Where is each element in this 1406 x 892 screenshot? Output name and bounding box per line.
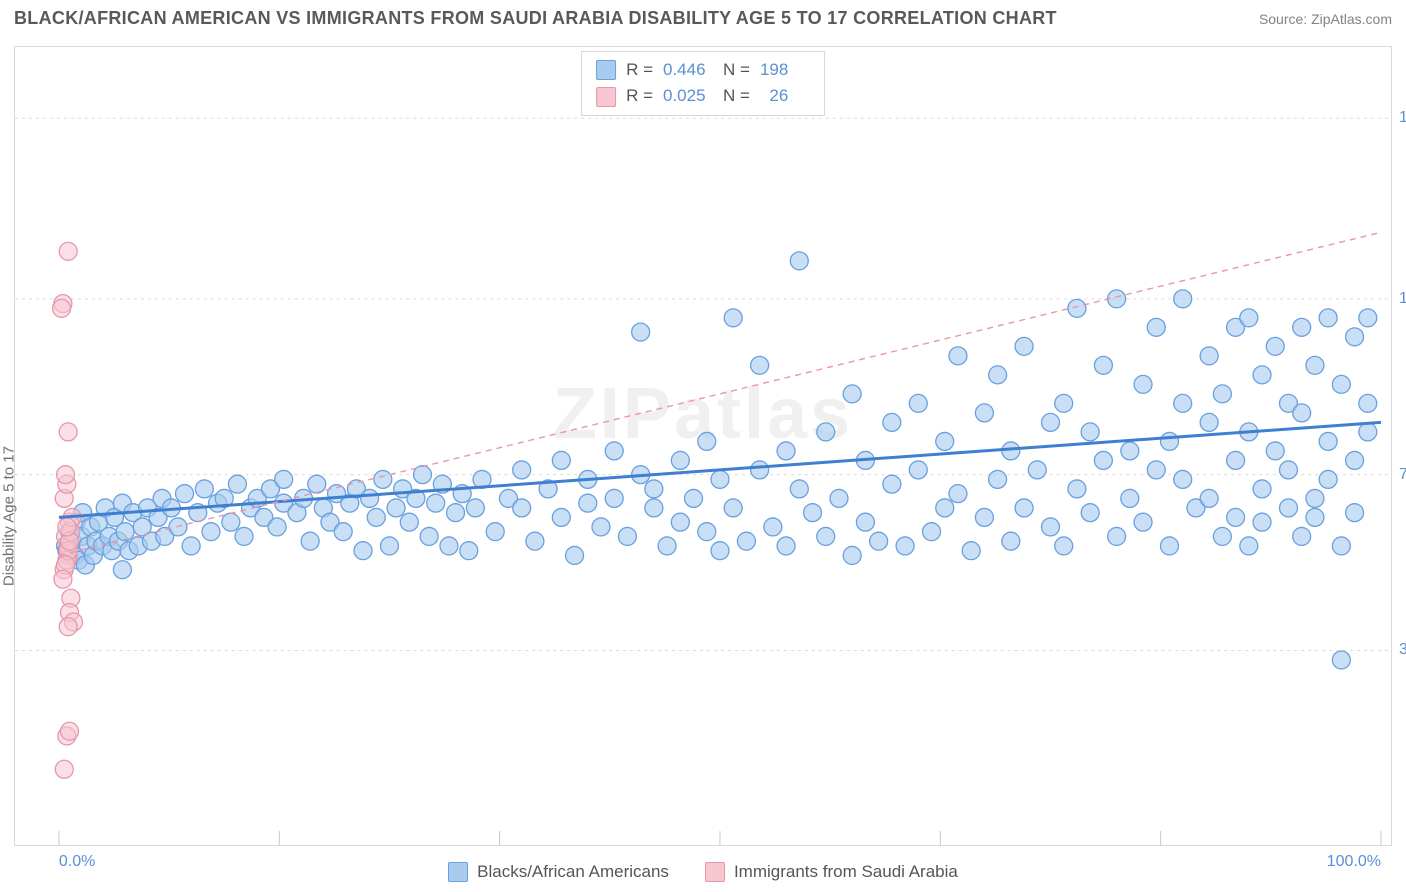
series-legend: Blacks/African Americans Immigrants from … [0, 862, 1406, 882]
chart-title: BLACK/AFRICAN AMERICAN VS IMMIGRANTS FRO… [14, 8, 1057, 29]
chart-header: BLACK/AFRICAN AMERICAN VS IMMIGRANTS FRO… [0, 0, 1406, 39]
stats-row: R = 0.025 N = 26 [596, 83, 810, 109]
legend-label: Immigrants from Saudi Arabia [734, 862, 958, 882]
y-tick-label: 11.2% [1399, 290, 1406, 308]
legend-swatch [596, 60, 616, 80]
stat-n-label: N = [723, 83, 750, 109]
legend-item: Immigrants from Saudi Arabia [705, 862, 958, 882]
legend-label: Blacks/African Americans [477, 862, 669, 882]
source-attribution: Source: ZipAtlas.com [1259, 11, 1392, 27]
scatter-plot [15, 47, 1391, 845]
stats-legend: R = 0.446 N = 198 R = 0.025 N = 26 [581, 51, 825, 116]
y-tick-label: 7.5% [1399, 466, 1406, 484]
chart-area: Disability Age 5 to 17 ZIPatlas R =0.446… [14, 46, 1392, 846]
stat-n-value: 26 [760, 83, 810, 109]
stat-n-value: 198 [760, 57, 810, 83]
y-tick-label: 15.0% [1399, 109, 1406, 127]
legend-swatch [705, 862, 725, 882]
y-tick-label: 3.8% [1399, 641, 1406, 659]
legend-item: Blacks/African Americans [448, 862, 669, 882]
stat-r-value: 0.446 [663, 57, 713, 83]
stat-n-label: N = [723, 57, 750, 83]
stats-row: R = 0.446 N = 198 [596, 57, 810, 83]
stat-r-label: R = [626, 83, 653, 109]
legend-swatch [448, 862, 468, 882]
stat-r-value: 0.025 [663, 83, 713, 109]
stat-r-label: R = [626, 57, 653, 83]
legend-swatch [596, 87, 616, 107]
